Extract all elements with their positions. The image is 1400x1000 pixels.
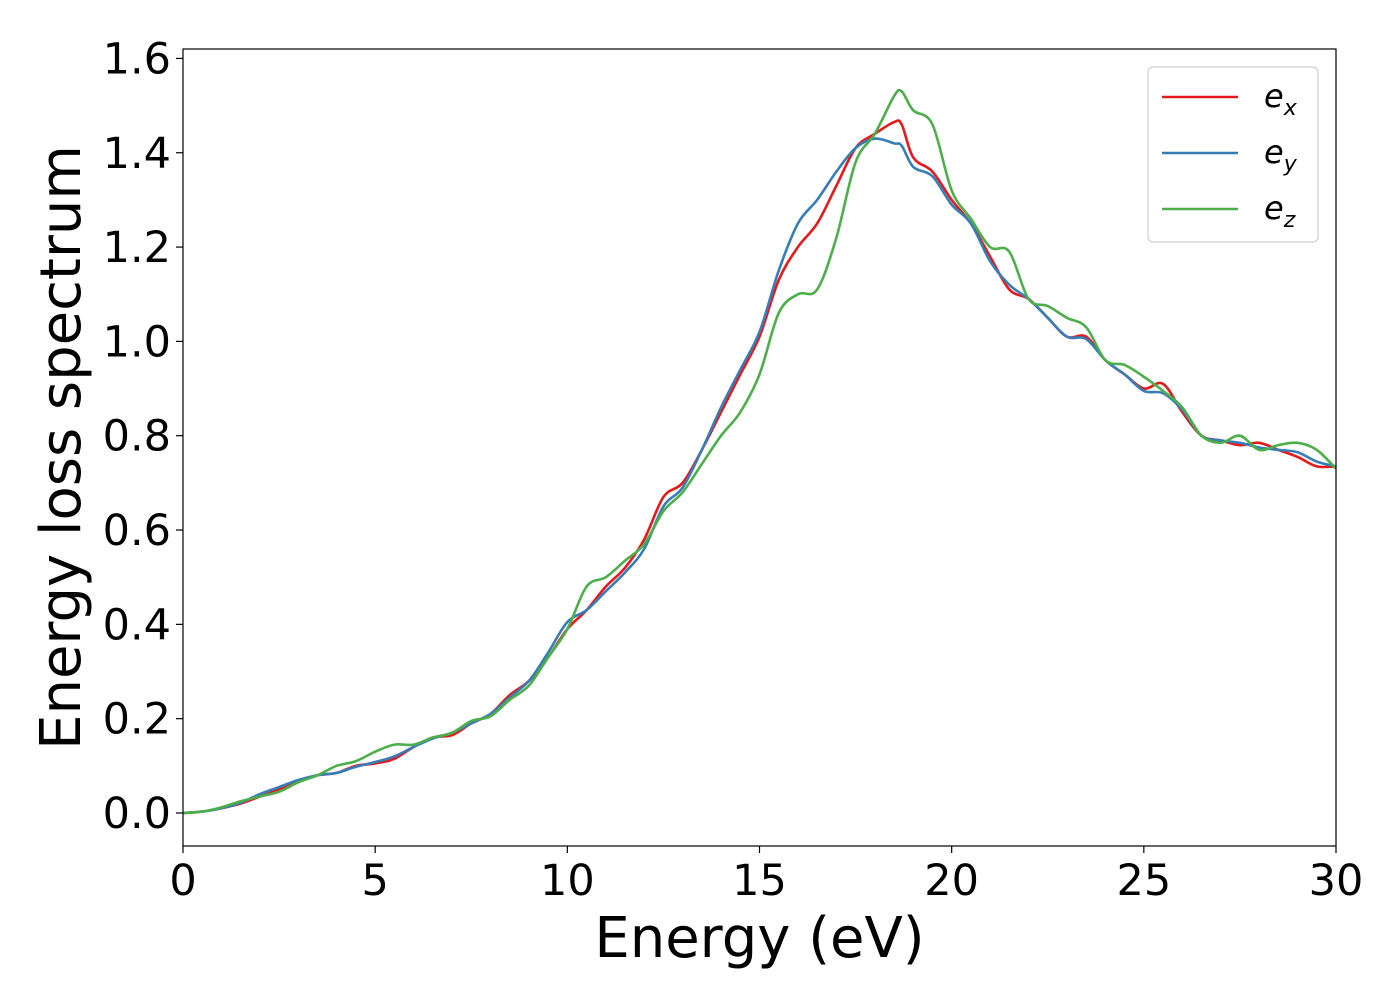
y-tick-label: 0.4 bbox=[103, 600, 171, 650]
series-line-ex bbox=[183, 119, 1336, 815]
y-tick-label: 0.6 bbox=[103, 506, 171, 556]
x-tick-label: 15 bbox=[732, 856, 787, 906]
x-tick-label: 10 bbox=[540, 856, 595, 906]
series-line-ez bbox=[183, 88, 1336, 815]
legend-label-ey: ey bbox=[1264, 133, 1298, 177]
y-tick-label: 0.0 bbox=[103, 789, 171, 839]
x-tick-label: 20 bbox=[924, 856, 979, 906]
y-axis-ticks: 0.0 0.2 0.4 0.6 0.8 1.0 1.2 1.4 1.6 bbox=[103, 34, 183, 839]
y-axis-label: Energy loss spectrum bbox=[29, 145, 94, 750]
legend-label-ex: ex bbox=[1264, 77, 1298, 121]
y-tick-label: 0.2 bbox=[103, 695, 171, 745]
x-axis-ticks: 0 5 10 15 20 25 30 bbox=[169, 846, 1363, 906]
legend: ex ey ez bbox=[1147, 66, 1319, 243]
x-axis-label: Energy (eV) bbox=[594, 906, 924, 971]
series-layer bbox=[183, 88, 1336, 815]
x-tick-label: 0 bbox=[169, 856, 196, 906]
series-line-ey bbox=[183, 137, 1336, 815]
x-tick-label: 30 bbox=[1309, 856, 1364, 906]
x-tick-label: 5 bbox=[361, 856, 388, 906]
legend-label-ez: ez bbox=[1264, 189, 1296, 233]
y-tick-label: 1.0 bbox=[103, 317, 171, 367]
y-tick-label: 1.2 bbox=[103, 223, 171, 273]
y-tick-label: 1.4 bbox=[103, 129, 171, 179]
legend-box bbox=[1147, 66, 1319, 243]
y-tick-label: 0.8 bbox=[103, 412, 171, 462]
y-tick-label: 1.6 bbox=[103, 34, 171, 84]
x-tick-label: 25 bbox=[1116, 856, 1171, 906]
